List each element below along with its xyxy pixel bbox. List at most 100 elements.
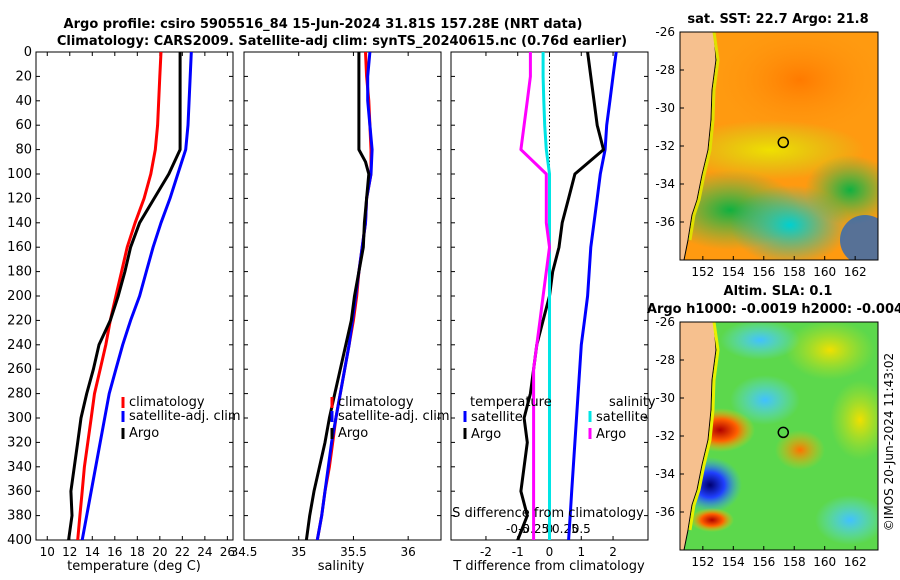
legend-title-temperature: temperature	[470, 395, 552, 410]
salinity-x-ticks: 34.5 35 35.5 36	[231, 52, 416, 559]
legend-label-argo: Argo	[129, 426, 159, 441]
sst-coastal-band	[688, 32, 720, 241]
sla-land-australia	[680, 322, 717, 550]
legend-label-argo: Argo	[338, 426, 368, 441]
map-x-tick-label: 160	[813, 555, 836, 569]
imos-credit: ©IMOS 20-Jun-2024 11:43:02	[882, 353, 896, 531]
series-line-satellite-adj-clim	[80, 52, 193, 540]
x-tick-label: 10	[40, 545, 55, 559]
y-tick-label: 0	[24, 45, 32, 60]
legend-label-climatology: climatology	[129, 395, 205, 410]
y-tick-label: 40	[15, 94, 32, 109]
map-x-tick-label: 158	[783, 265, 806, 279]
y-tick-label: 200	[7, 289, 32, 304]
x-tick-label: 35	[291, 545, 306, 559]
y-tick-label: 240	[7, 338, 32, 353]
legend-title-salinity: salinity	[609, 395, 656, 410]
sst-cold-patch	[840, 215, 878, 260]
temperature-series	[67, 52, 193, 540]
sst-warm-region	[710, 32, 878, 140]
temperature-xlabel: temperature (deg C)	[67, 559, 201, 574]
map-x-tick-label: 162	[844, 265, 867, 279]
y-tick-label: 260	[7, 362, 32, 377]
y-tick-label: 180	[7, 265, 32, 280]
sla-map-subtitle: Argo h1000: -0.0019 h2000: -0.004	[647, 302, 900, 317]
map-y-tick-label: -34	[655, 177, 675, 191]
map-y-tick-label: -30	[655, 101, 675, 115]
map-x-tick-label: 156	[752, 265, 775, 279]
y-tick-label: 140	[7, 216, 32, 231]
series-line-t-satellite	[567, 52, 618, 540]
sst-land-australia	[680, 32, 717, 260]
y-tick-label: 320	[7, 435, 32, 450]
sla-warm-eddy	[690, 508, 734, 532]
legend-label-s-argo: Argo	[596, 427, 626, 442]
y-tick-label: 100	[7, 167, 32, 182]
x-tick-label: 16	[107, 545, 122, 559]
sla-map-ticks: 152 154 156 158 160 162 -26 -28 -30 -32 -34 -36	[655, 315, 866, 569]
series-line-argo	[67, 52, 182, 540]
map-y-tick-label: -28	[655, 353, 675, 367]
legend-label-climatology: climatology	[338, 395, 414, 410]
x-tick-label: -1	[512, 545, 524, 559]
map-x-tick-label: 152	[691, 555, 714, 569]
y-tick-label: 60	[15, 118, 32, 133]
temperature-x-ticks: 10 12 14 16 18 20 22 24 26	[40, 52, 235, 559]
temperature-panel: 0 20 40 60 80 100 120 140 160 180 200 220 240 260 280 3…	[7, 45, 240, 574]
y-tick-label: 300	[7, 411, 32, 426]
legend-label-satellite: satellite-adj. clim	[338, 409, 450, 424]
map-x-tick-label: 162	[844, 555, 867, 569]
salinity-axes-box	[243, 51, 442, 541]
figure-title-line2: Climatology: CARS2009. Satellite-adj cli…	[57, 34, 627, 49]
y-tick-label: 360	[7, 484, 32, 499]
y-tick-label: 380	[7, 509, 32, 524]
map-x-tick-label: 152	[691, 265, 714, 279]
difference-legend-right: salinity satellite Argo	[588, 395, 656, 442]
sst-map: sat. SST: 22.7 Argo: 21.8 152 154 156 158 16…	[655, 12, 879, 279]
map-x-tick-label: 158	[783, 555, 806, 569]
sst-map-ticks: 152 154 156 158 160 162 -26 -28 -30 -32 -34 -36	[655, 25, 866, 279]
salinity-legend: climatology satellite-adj. clim Argo	[330, 395, 450, 441]
sla-low-centre	[730, 375, 800, 425]
y-tick-label: 120	[7, 191, 32, 206]
legend-label-t-argo: Argo	[471, 427, 501, 442]
map-y-tick-label: -32	[655, 139, 675, 153]
x-tick-label: 24	[197, 545, 212, 559]
argo-location-marker	[777, 426, 790, 439]
difference-y-ticks	[451, 51, 648, 541]
sla-high-ne	[785, 322, 875, 380]
sla-field	[680, 322, 878, 550]
map-y-tick-label: -26	[655, 25, 675, 39]
map-y-tick-label: -36	[655, 505, 675, 519]
series-line-climatology	[76, 52, 163, 540]
series-line-s-argo	[519, 52, 551, 540]
map-y-tick-label: -28	[655, 63, 675, 77]
difference-x-ticks: -2 -1 0 1 2	[480, 52, 617, 559]
map-y-tick-label: -36	[655, 215, 675, 229]
temperature-y-ticks: 0 20 40 60 80 100 120 140 160 180 200 220 240 260 280 3…	[7, 45, 233, 548]
difference-xlabel: T difference from climatology	[452, 559, 645, 574]
x-tick-label: 26	[220, 545, 235, 559]
x-tick-label: 1	[577, 545, 585, 559]
map-x-tick-label: 154	[722, 265, 745, 279]
map-y-tick-label: -34	[655, 467, 675, 481]
x-tick-label: 14	[85, 545, 100, 559]
temperature-axes-box	[35, 51, 234, 541]
difference-xlabel-top: S difference from climatology	[452, 506, 644, 521]
salinity-y-ticks	[244, 51, 441, 541]
legend-label-t-satellite: satellite	[471, 410, 523, 425]
temperature-legend: climatology satellite-adj. clim Argo	[121, 395, 241, 441]
map-y-tick-label: -30	[655, 391, 675, 405]
y-tick-label: 280	[7, 387, 32, 402]
difference-legend-left: temperature satellite Argo	[463, 395, 552, 442]
y-tick-label: 160	[7, 240, 32, 255]
x-tick-label: 0	[546, 545, 554, 559]
s-tick-label: 0.5	[572, 522, 591, 536]
x-tick-label: 22	[175, 545, 190, 559]
map-x-tick-label: 156	[752, 555, 775, 569]
sla-high-centre	[775, 430, 825, 470]
map-x-tick-label: 160	[813, 265, 836, 279]
sst-cool-east	[805, 155, 878, 225]
